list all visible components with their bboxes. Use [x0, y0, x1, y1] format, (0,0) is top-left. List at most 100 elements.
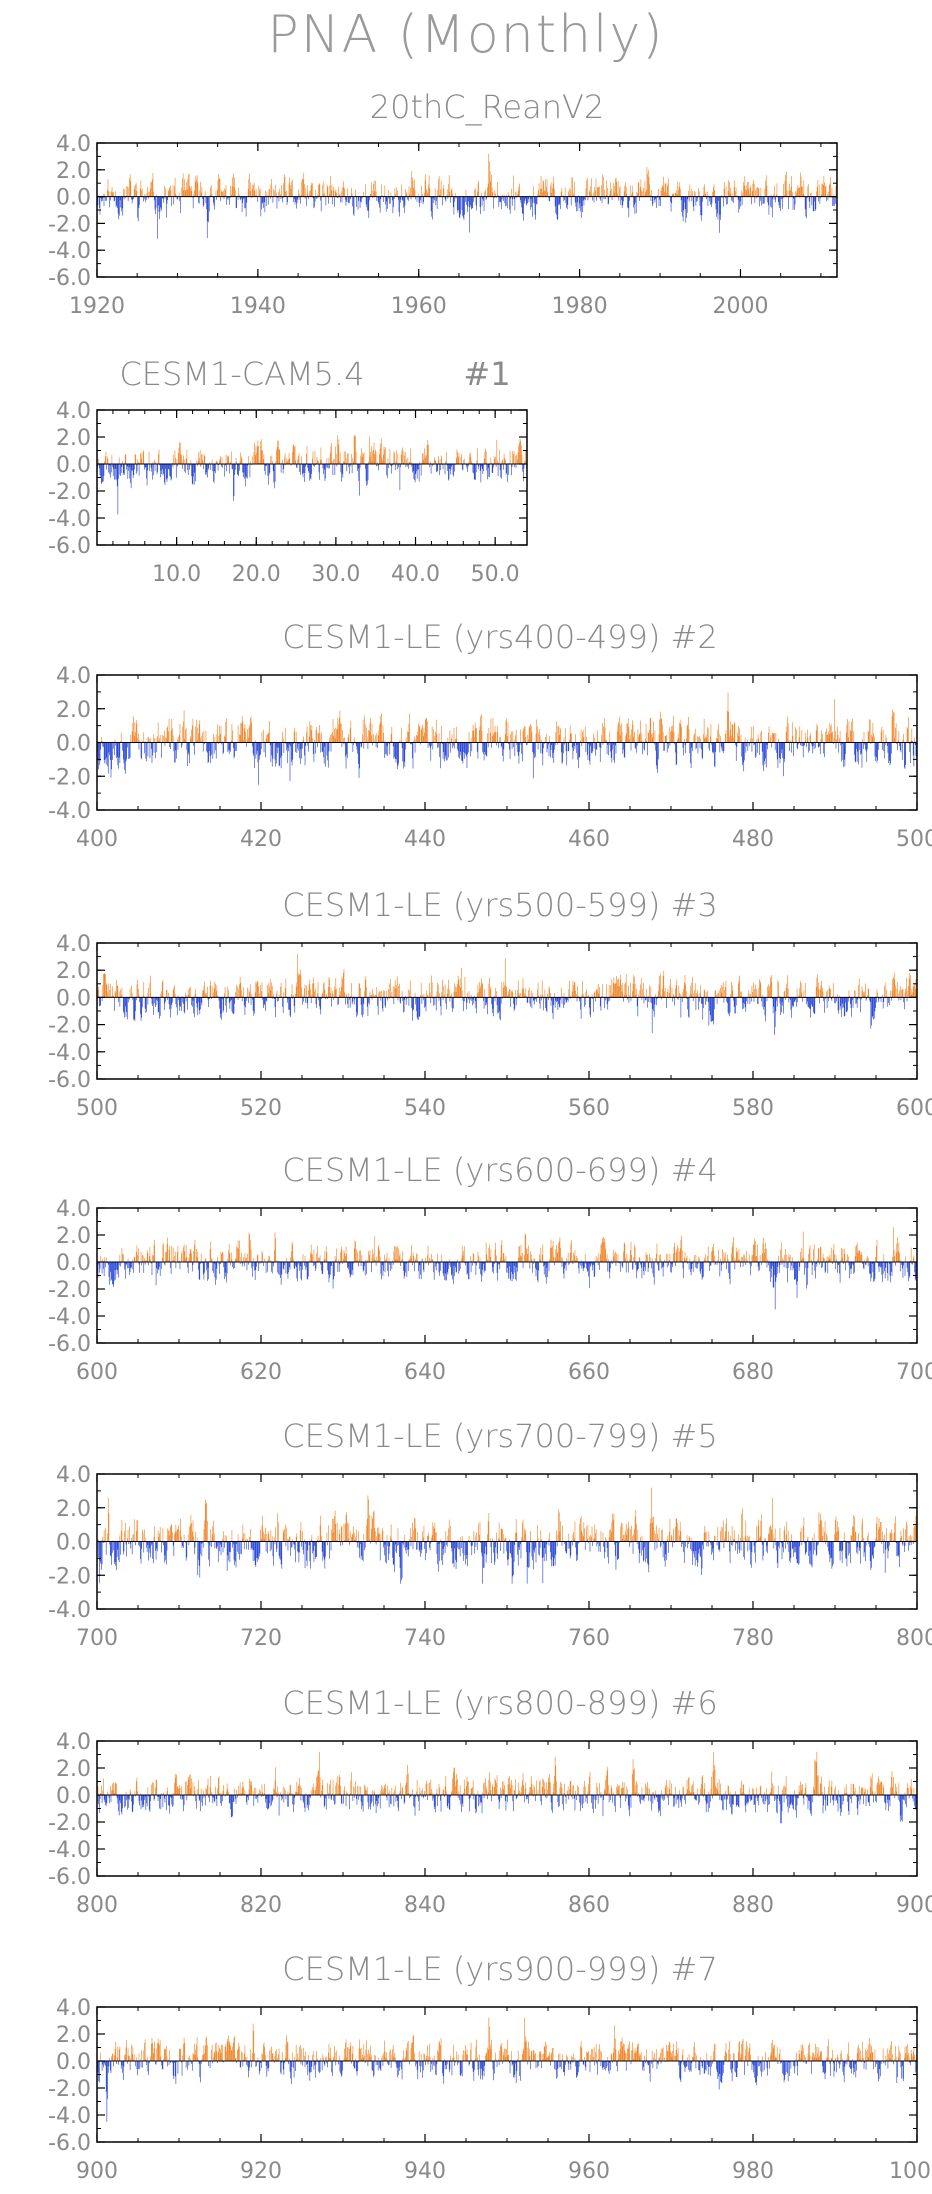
bar	[442, 742, 443, 745]
bar	[357, 997, 358, 1016]
bar	[492, 997, 494, 1009]
bar	[251, 1262, 253, 1268]
bar	[737, 195, 738, 197]
bar	[605, 194, 607, 197]
bar	[321, 993, 323, 998]
bar	[748, 990, 749, 998]
bar	[286, 742, 288, 764]
bar	[800, 172, 801, 197]
bar	[446, 452, 447, 464]
bar	[561, 187, 563, 197]
bar	[734, 721, 736, 743]
bar	[388, 196, 390, 199]
bar	[213, 988, 215, 998]
bar	[227, 742, 229, 753]
bar	[435, 731, 436, 743]
bar	[560, 997, 561, 1000]
bar	[124, 742, 125, 770]
bar	[818, 988, 820, 998]
bar	[230, 1262, 231, 1265]
bar	[253, 452, 255, 464]
bar	[247, 188, 249, 197]
bar	[612, 992, 613, 998]
bar	[279, 194, 281, 197]
bar	[430, 461, 431, 464]
bar	[903, 997, 904, 1003]
bar	[268, 1256, 270, 1262]
bar	[710, 724, 712, 743]
bar	[701, 742, 702, 750]
bar	[439, 464, 441, 475]
bar	[532, 196, 533, 217]
bar	[252, 456, 253, 464]
bar	[508, 742, 509, 745]
bar	[249, 173, 250, 197]
bar	[297, 1260, 299, 1262]
bar	[383, 195, 385, 197]
bar	[779, 742, 781, 764]
bar	[580, 740, 581, 743]
bar	[530, 723, 531, 743]
bar	[124, 997, 125, 1018]
bar	[808, 997, 809, 1008]
bar	[187, 989, 189, 998]
bar	[289, 742, 291, 782]
bar	[741, 991, 742, 998]
bar	[758, 987, 760, 998]
bar	[373, 993, 374, 998]
bar	[809, 997, 811, 1010]
bar	[743, 185, 745, 197]
bar	[723, 188, 725, 197]
bar	[112, 995, 114, 998]
plot-frame	[96, 409, 528, 546]
bar	[673, 995, 675, 998]
bar	[391, 726, 393, 743]
bar	[897, 740, 899, 743]
bar	[234, 464, 235, 475]
bar	[120, 196, 122, 208]
bar	[469, 997, 471, 1004]
bar	[258, 1262, 259, 1272]
bar	[318, 1257, 320, 1262]
bar	[348, 993, 350, 998]
bar	[471, 997, 473, 1001]
bar	[683, 739, 685, 743]
bar	[277, 997, 279, 1002]
bar	[99, 196, 101, 215]
bar	[327, 742, 328, 761]
bar	[175, 193, 177, 197]
bar	[221, 742, 222, 745]
bar	[652, 196, 653, 207]
bar	[646, 988, 648, 998]
bar	[710, 997, 712, 1021]
bar	[197, 1251, 199, 1262]
bar	[653, 997, 654, 1012]
bar	[382, 725, 384, 743]
bar	[862, 989, 863, 998]
bar	[595, 997, 596, 1002]
bar	[403, 196, 404, 208]
bar	[268, 983, 270, 998]
bar	[580, 196, 582, 218]
bar	[323, 181, 325, 197]
bar	[141, 188, 143, 197]
x-tick-label: 500	[76, 1096, 118, 1121]
bar	[679, 723, 681, 743]
bar	[721, 196, 723, 199]
y-tick-label: -6.0	[48, 534, 91, 559]
bar	[361, 742, 363, 747]
bar	[417, 731, 419, 743]
bar	[765, 175, 767, 197]
bar	[863, 991, 864, 998]
bar	[408, 186, 410, 197]
bar	[342, 464, 344, 478]
bar	[129, 997, 130, 1000]
bar	[297, 459, 298, 464]
bar	[164, 742, 166, 746]
bar	[735, 742, 737, 761]
bar	[664, 736, 666, 743]
bar	[133, 464, 135, 475]
bar	[373, 180, 375, 197]
bar	[249, 464, 251, 478]
bar	[322, 194, 324, 197]
